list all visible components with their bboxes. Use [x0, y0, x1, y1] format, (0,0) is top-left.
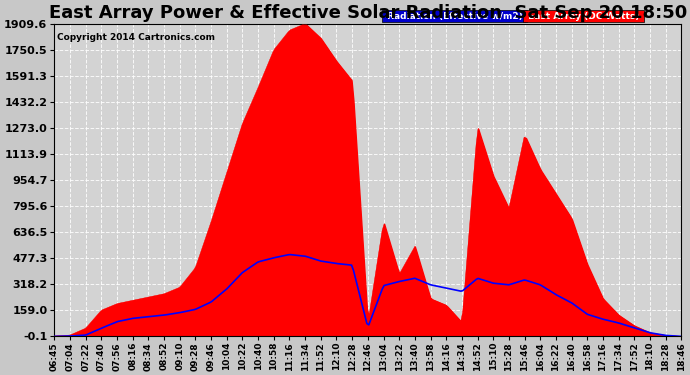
Text: Radiation (Effective w/m2): Radiation (Effective w/m2) [384, 12, 525, 21]
Text: East Array (DC Watts): East Array (DC Watts) [524, 12, 642, 21]
Title: East Array Power & Effective Solar Radiation  Sat Sep 20 18:50: East Array Power & Effective Solar Radia… [49, 4, 687, 22]
Text: Copyright 2014 Cartronics.com: Copyright 2014 Cartronics.com [57, 33, 215, 42]
